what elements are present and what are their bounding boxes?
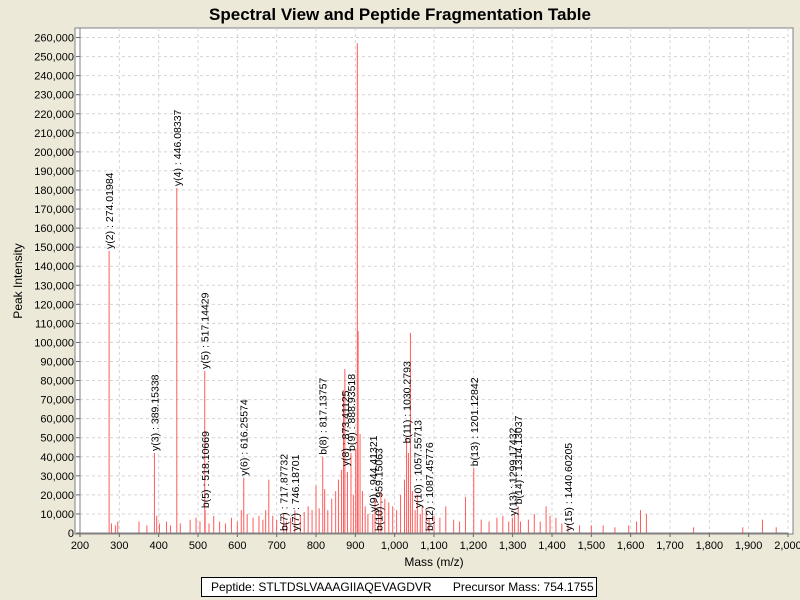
x-tick-label: 1,200 xyxy=(460,540,488,552)
y-tick-label: 260,000 xyxy=(34,33,74,45)
x-tick-label: 700 xyxy=(267,540,285,552)
peak-label: y(13) : 1299.17432 xyxy=(507,427,519,515)
y-tick-label: 150,000 xyxy=(34,242,74,254)
x-tick-label: 1,800 xyxy=(696,540,724,552)
y-tick-label: 10,000 xyxy=(40,509,74,521)
peak-label: b(7) : 717.87732 xyxy=(279,454,291,531)
y-tick-label: 190,000 xyxy=(34,166,74,178)
peak-label: y(2) : 274.01984 xyxy=(104,172,116,249)
y-tick-label: 20,000 xyxy=(40,490,74,502)
peak-label: y(3) : 389.15338 xyxy=(149,374,161,451)
peak-label: y(4) : 446.08337 xyxy=(172,109,184,186)
peptide-sequence: Peptide: STLTDSLVAAAGIIAQEVAGDVR xyxy=(211,580,432,594)
x-tick-label: 1,700 xyxy=(656,540,684,552)
peaks xyxy=(108,43,777,533)
x-tick-label: 1,300 xyxy=(499,540,527,552)
y-tick-label: 0 xyxy=(68,528,74,540)
y-tick-label: 30,000 xyxy=(40,471,74,483)
y-tick-label: 60,000 xyxy=(40,414,74,426)
peak-label: b(12) : 1087.45776 xyxy=(424,442,436,531)
y-tick-label: 170,000 xyxy=(34,204,74,216)
y-tick-label: 90,000 xyxy=(40,356,74,368)
y-tick-label: 220,000 xyxy=(34,109,74,121)
y-tick-label: 250,000 xyxy=(34,52,74,64)
y-tick-label: 100,000 xyxy=(34,337,74,349)
x-tick-label: 300 xyxy=(110,540,128,552)
y-tick-label: 40,000 xyxy=(40,452,74,464)
x-tick-label: 400 xyxy=(149,540,167,552)
peak-label: y(7) : 746.18701 xyxy=(290,454,302,531)
y-tick-label: 120,000 xyxy=(34,299,74,311)
chart-title: Spectral View and Peptide Fragmentation … xyxy=(209,5,591,24)
peak-label: b(13) : 1201.12842 xyxy=(469,377,481,466)
peak-label: b(9) : 888.93518 xyxy=(346,374,358,451)
peak-labels: y(2) : 274.01984 y(3) : 389.15338 y(4) : 4… xyxy=(104,109,575,531)
peak-label: b(5) : 518.10669 xyxy=(200,431,212,508)
x-tick-label: 800 xyxy=(307,540,325,552)
x-axis-label: Mass (m/z) xyxy=(404,555,463,569)
y-tick-label: 230,000 xyxy=(34,90,74,102)
peak-label: y(15) : 1440.60205 xyxy=(563,443,575,531)
y-tick-label: 210,000 xyxy=(34,128,74,140)
x-tick-label: 600 xyxy=(228,540,246,552)
x-tick-label: 1,500 xyxy=(578,540,606,552)
peak-label: y(6) : 616.25574 xyxy=(239,399,251,476)
y-tick-label: 240,000 xyxy=(34,71,74,83)
x-tick-label: 500 xyxy=(189,540,207,552)
y-tick-label: 200,000 xyxy=(34,147,74,159)
peak-label: y(10) : 1057.55713 xyxy=(412,420,424,508)
peak-label: y(8) : 873.41125 xyxy=(340,390,352,466)
x-tick-label: 200 xyxy=(71,540,89,552)
x-tick-label: 2,000 xyxy=(774,540,800,552)
x-tick-label: 1,600 xyxy=(617,540,645,552)
x-tick-label: 1,000 xyxy=(381,540,409,552)
y-tick-label: 80,000 xyxy=(40,376,74,388)
peak-label: b(10) : 959.15063 xyxy=(374,448,386,531)
x-axis: 200 300 400 500 600 700 800 900 1,000 1,100 1,200 1… xyxy=(71,532,800,552)
x-tick-label: 1,400 xyxy=(538,540,566,552)
y-tick-label: 180,000 xyxy=(34,185,74,197)
y-axis: 0 10,000 20,000 30,000 40,000 50,000 60,000 70,… xyxy=(34,28,81,540)
peak-label: b(14) : 1314.13037 xyxy=(513,415,525,504)
y-tick-label: 130,000 xyxy=(34,280,74,292)
peak-label: y(9) : 944.41321 xyxy=(368,435,380,512)
peak-label: b(8) : 817.13757 xyxy=(318,378,330,455)
x-tick-label: 900 xyxy=(346,540,364,552)
peptide-info-box: Peptide: STLTDSLVAAAGIIAQEVAGDVR Precurs… xyxy=(201,577,597,597)
y-tick-label: 70,000 xyxy=(40,395,74,407)
y-tick-label: 50,000 xyxy=(40,433,74,445)
x-tick-label: 1,900 xyxy=(735,540,763,552)
peak-label: y(5) : 517.14429 xyxy=(200,292,212,369)
y-tick-label: 140,000 xyxy=(34,261,74,273)
y-axis-label: Peak Intensity xyxy=(11,243,25,318)
peak-label: b(11) : 1030.2793 xyxy=(402,361,414,443)
y-tick-label: 160,000 xyxy=(34,223,74,235)
x-tick-label: 1,100 xyxy=(420,540,448,552)
precursor-mass: Precursor Mass: 754.1755 xyxy=(452,580,594,594)
y-tick-label: 110,000 xyxy=(35,318,74,330)
